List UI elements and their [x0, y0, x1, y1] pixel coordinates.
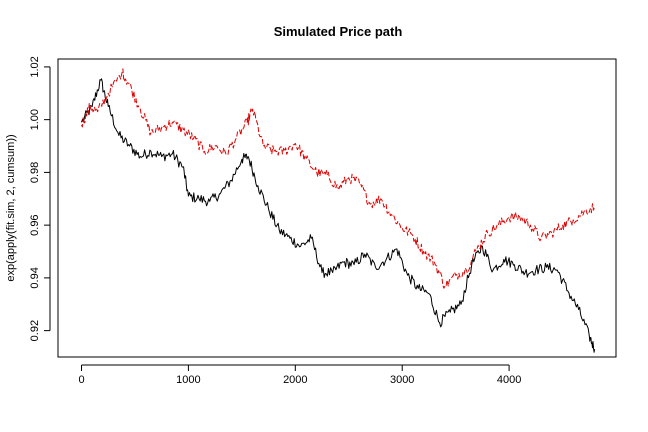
- y-tick-label: 0.92: [29, 320, 41, 341]
- plot-area-border: [57, 58, 617, 358]
- x-tick-label: 2000: [283, 374, 307, 386]
- x-tick-label: 0: [78, 374, 84, 386]
- y-tick-label: 1.02: [29, 56, 41, 77]
- x-tick-label: 1000: [176, 374, 200, 386]
- y-tick-label: 0.96: [29, 214, 41, 235]
- x-tick-label: 4000: [497, 374, 521, 386]
- y-tick-label: 0.98: [29, 162, 41, 183]
- series-line-2: [81, 68, 596, 289]
- y-axis: 0.92 0.94 0.96 0.98 1.00 1.02: [29, 56, 51, 341]
- series-layer: [81, 68, 596, 353]
- y-axis-label: exp(apply(fit.sim, 2, cumsum)): [5, 134, 17, 281]
- x-tick-label: 3000: [390, 374, 414, 386]
- y-tick-label: 0.94: [29, 267, 41, 288]
- x-axis: 0 1000 2000 3000 4000: [78, 364, 521, 386]
- y-tick-label: 1.00: [29, 109, 41, 130]
- chart-title: Simulated Price path: [274, 24, 403, 39]
- series-line-1: [81, 78, 596, 353]
